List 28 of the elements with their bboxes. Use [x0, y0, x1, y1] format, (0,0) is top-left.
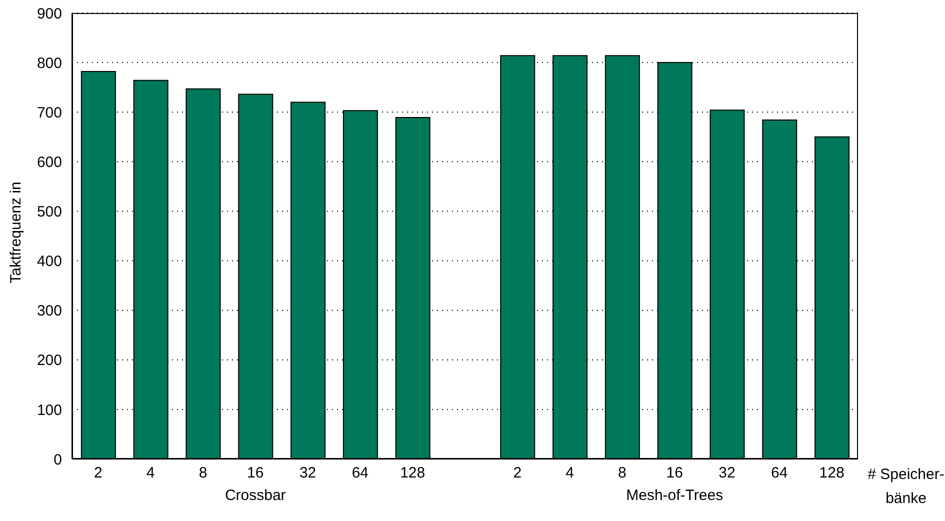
- x-tick-label: 128: [819, 464, 844, 482]
- x-tick-label: 16: [666, 464, 683, 482]
- y-tick-label: 300: [36, 302, 62, 320]
- y-tick-label: 700: [36, 104, 62, 122]
- y-tick-label: 100: [36, 402, 62, 419]
- text: Mesh-of-Trees: [625, 487, 724, 504]
- x-tick-label: 8: [198, 464, 208, 482]
- x-tick-label: 64: [352, 464, 369, 482]
- x-tick-label: 64: [771, 464, 788, 482]
- y-tick-label: 600: [36, 154, 62, 171]
- text: Crossbar: [224, 487, 287, 504]
- y-tick-label: 900: [36, 5, 62, 22]
- x-tick-label: 32: [718, 464, 736, 482]
- x-axis-title: # Speicher-bänke: [866, 465, 945, 509]
- y-tick-label: 500: [36, 204, 62, 221]
- x-tick-label: 8: [618, 464, 626, 482]
- y-axis-title: Taktfrequenz in: [8, 180, 24, 285]
- x-tick-label: 2: [94, 464, 102, 482]
- x-tick-label: 32: [299, 464, 316, 482]
- y-tick-label: 400: [36, 253, 62, 270]
- x-tick-label: 2: [513, 464, 522, 482]
- y-tick-label: 200: [36, 352, 62, 370]
- y-tick-label: 0: [54, 451, 62, 468]
- x-tick-label: 128: [400, 464, 426, 482]
- x-tick-label: 4: [566, 464, 574, 482]
- y-tick-label: 800: [36, 54, 62, 72]
- x-tick-label: 4: [146, 464, 155, 482]
- x-tick-label: 16: [247, 464, 264, 482]
